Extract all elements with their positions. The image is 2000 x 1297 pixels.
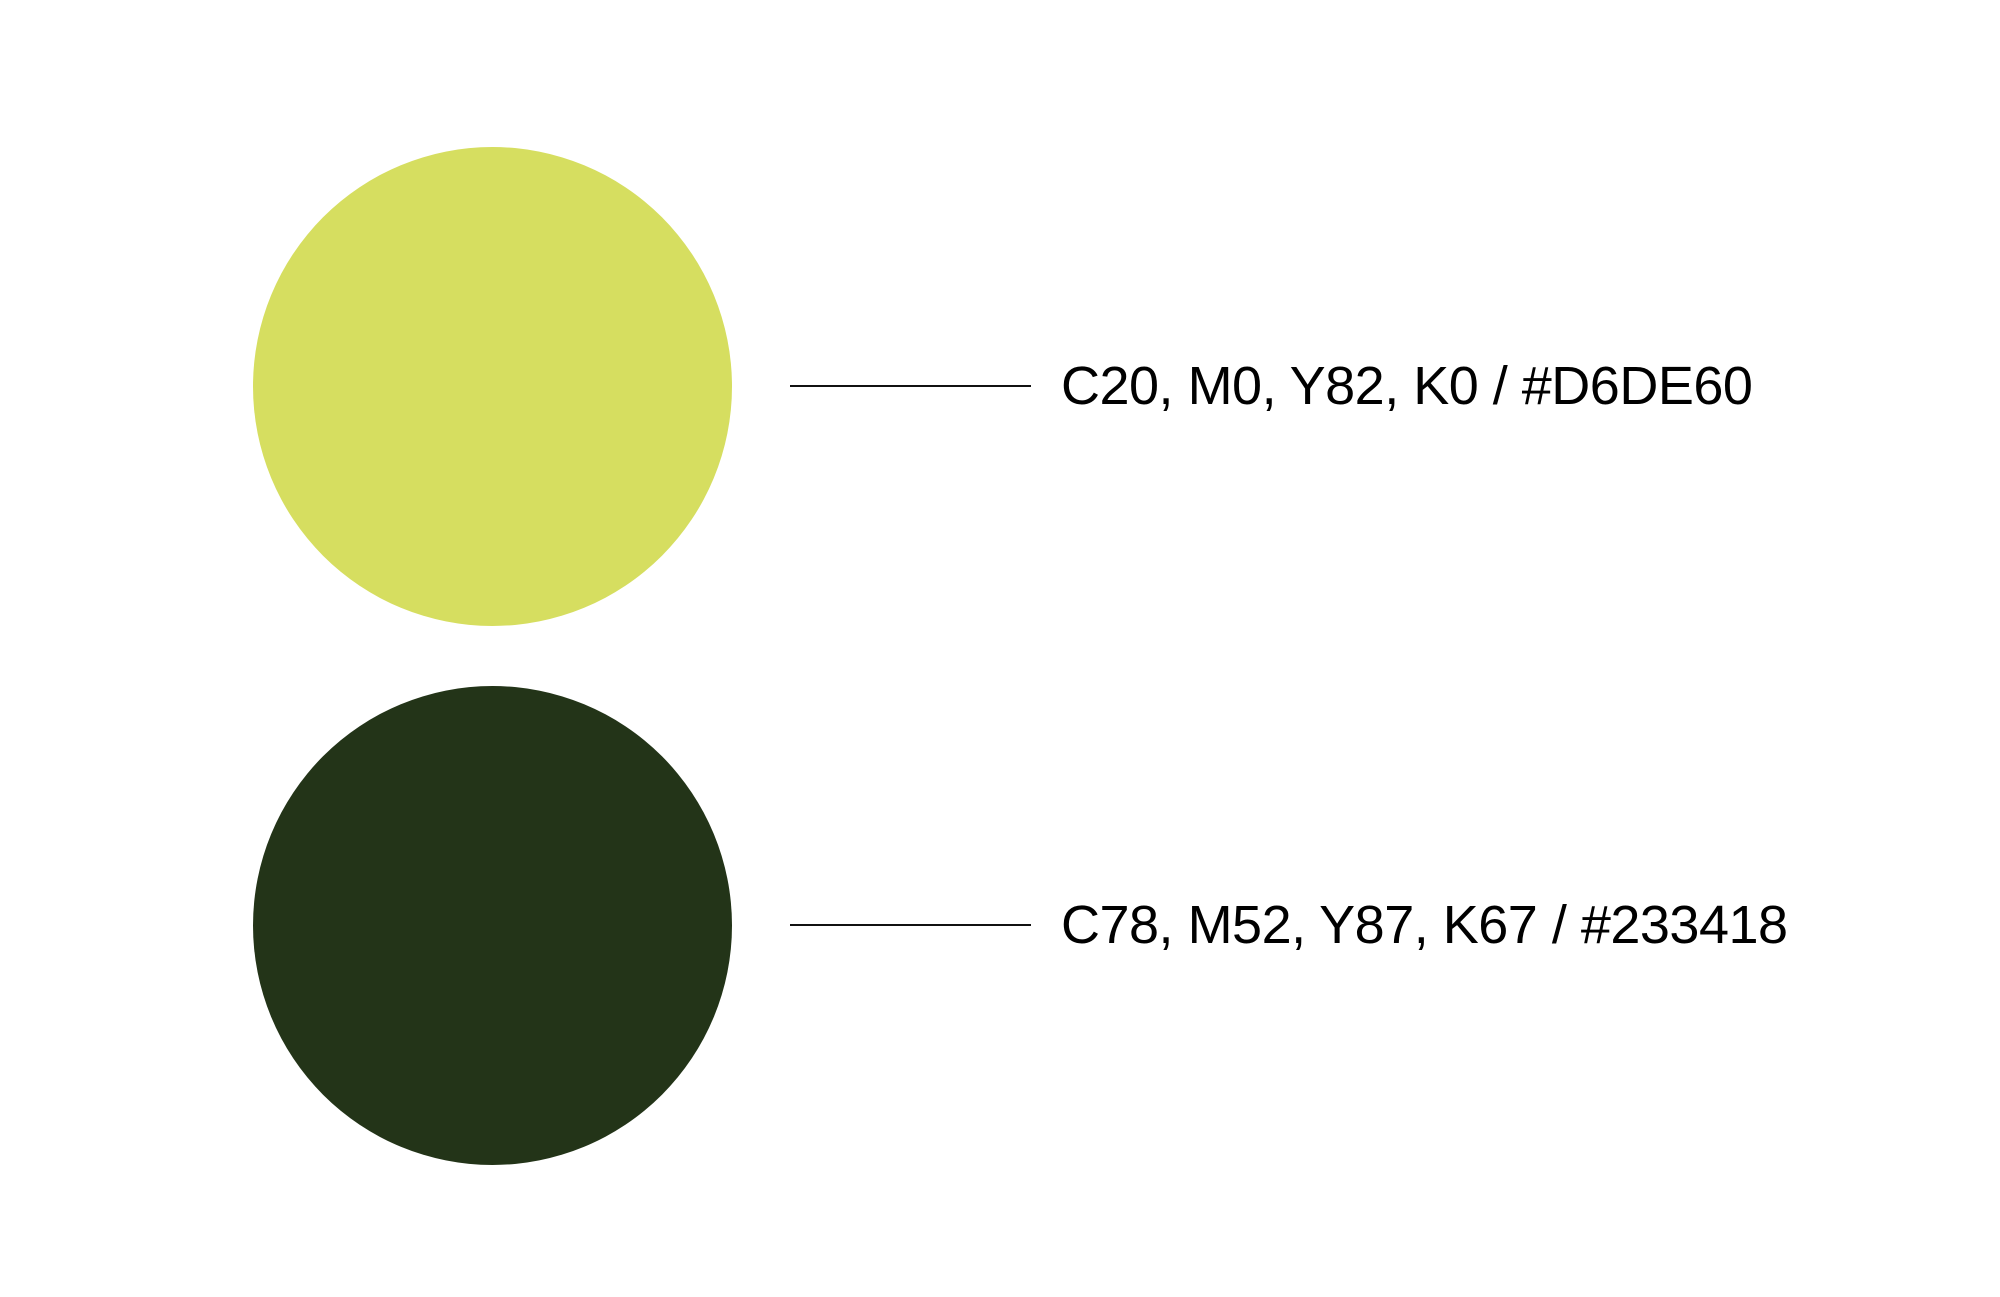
swatch-label: C78, M52, Y87, K67 / #233418 [1061, 895, 1788, 955]
color-swatch-circle [253, 686, 732, 1165]
swatch-row-dark-green: C78, M52, Y87, K67 / #233418 [0, 686, 2000, 1166]
color-swatch-circle [253, 147, 732, 626]
leader-line [790, 924, 1031, 926]
swatch-label: C20, M0, Y82, K0 / #D6DE60 [1061, 356, 1753, 416]
swatch-row-light-green: C20, M0, Y82, K0 / #D6DE60 [0, 147, 2000, 627]
leader-line [790, 385, 1031, 387]
